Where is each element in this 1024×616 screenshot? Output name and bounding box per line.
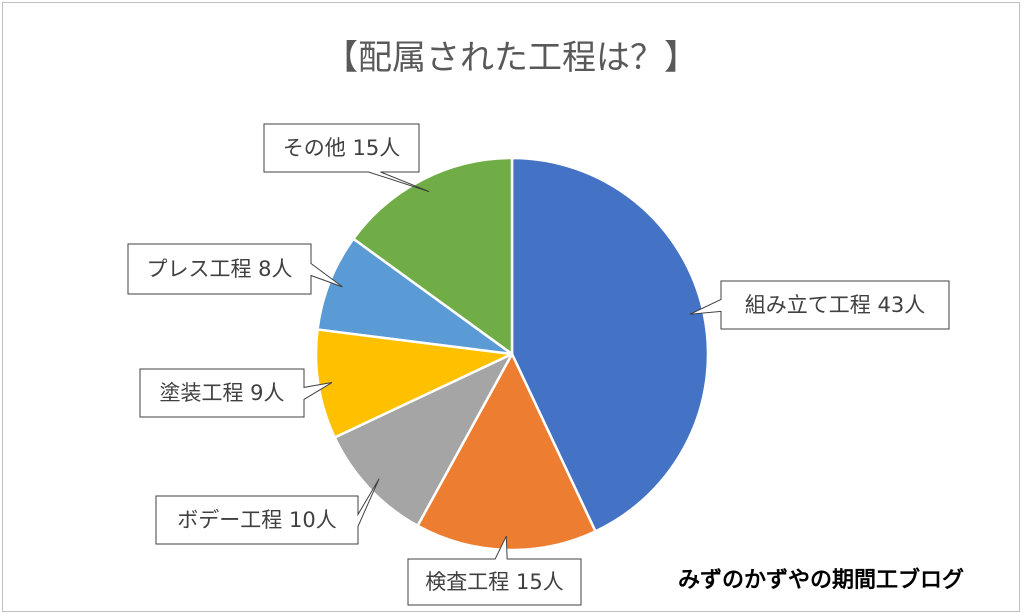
pie-slice xyxy=(352,156,514,356)
pie-slices xyxy=(314,156,710,552)
data-label: 塗装工程 9人 xyxy=(159,381,284,405)
data-label: プレス工程 8人 xyxy=(146,257,292,281)
data-label: 組み立て工程 43人 xyxy=(745,293,925,317)
footer-watermark: みずのかずやの期間工ブログ xyxy=(678,567,964,593)
callout-box xyxy=(407,535,582,606)
pie-slice xyxy=(333,352,514,528)
callout-box xyxy=(139,368,333,418)
callout-box xyxy=(155,478,380,545)
chart-title: 【配属された工程は？】 xyxy=(324,38,698,78)
callout-box xyxy=(689,280,950,330)
callout-box xyxy=(263,123,430,193)
data-label: ボデー工程 10人 xyxy=(177,508,336,532)
data-label: その他 15人 xyxy=(283,136,400,160)
data-label: 検査工程 15人 xyxy=(425,570,563,594)
callout-box xyxy=(127,243,343,295)
